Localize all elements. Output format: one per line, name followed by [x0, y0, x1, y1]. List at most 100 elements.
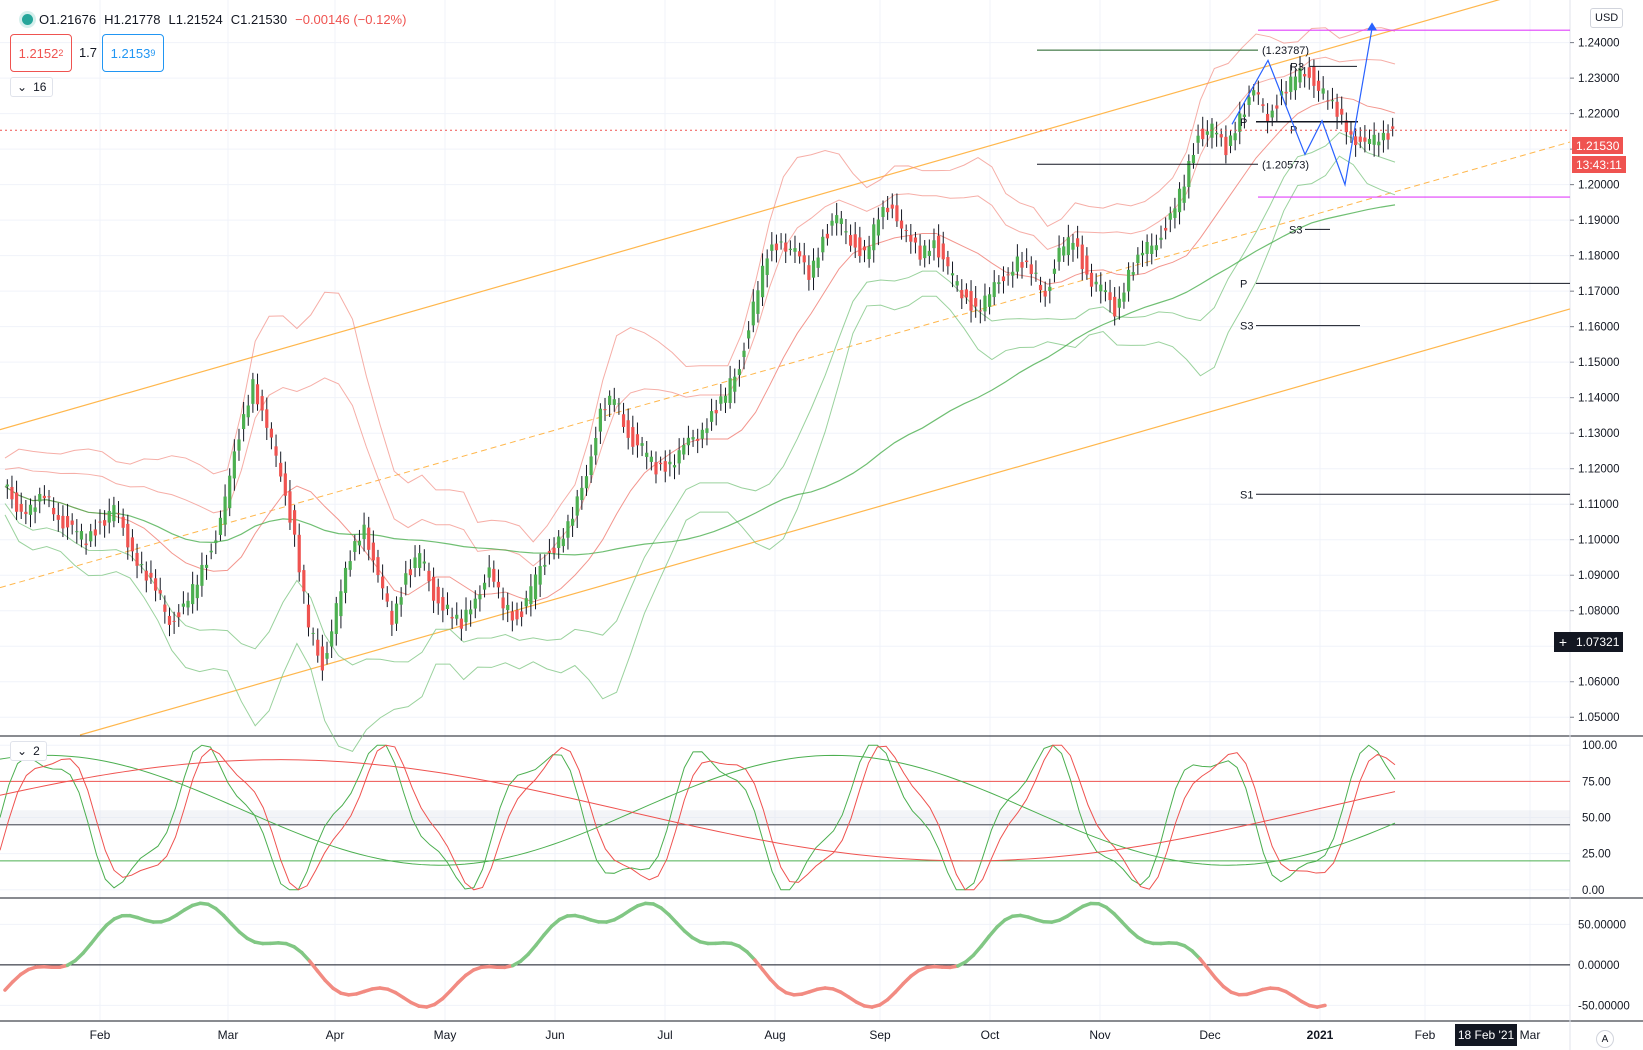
candle-body: [1164, 227, 1168, 231]
candle-body: [1196, 135, 1200, 143]
candle-body: [978, 310, 982, 312]
candle-body: [747, 330, 751, 339]
time-label: Sep: [869, 1028, 891, 1042]
candle-body: [598, 408, 602, 432]
time-label: Aug: [764, 1028, 785, 1042]
candle-body: [5, 484, 9, 487]
pane2-label: 2: [33, 744, 40, 758]
change-value: −0.00146 (−0.12%): [295, 11, 407, 27]
price-tick-label: 1.22000: [1578, 109, 1620, 121]
candle-body: [987, 294, 992, 307]
osc-segment: [1198, 957, 1210, 971]
high-value: H1.21778: [104, 11, 161, 27]
candle-body: [232, 451, 236, 479]
currency-button[interactable]: USD: [1590, 8, 1624, 28]
osc-segment: [81, 942, 93, 955]
candle-body: [1177, 188, 1182, 213]
time-label: Mar: [218, 1028, 239, 1042]
auto-scale-button[interactable]: A: [1596, 1030, 1614, 1048]
pane1-collapse-button[interactable]: ⌄ 16: [10, 77, 54, 97]
price-tick-label: 1.20000: [1578, 180, 1620, 192]
candle-body: [390, 610, 394, 625]
osc-segment: [518, 952, 531, 964]
candle-body: [927, 250, 931, 257]
candle-body: [1062, 246, 1066, 256]
osc-segment: [1112, 912, 1124, 924]
osc-segment: [11, 972, 23, 984]
osc-segment: [745, 950, 757, 962]
candle-body: [1224, 136, 1228, 156]
candle-body: [872, 224, 876, 251]
low-value: L1.21524: [168, 11, 223, 27]
stoch-band: [0, 810, 1570, 825]
candle-body: [343, 567, 348, 593]
pivot-low-label: (1.20573): [1262, 159, 1309, 171]
osc-segment: [73, 951, 85, 963]
candle-body: [1307, 67, 1311, 78]
candle-body: [130, 537, 135, 552]
osc-segment: [221, 913, 234, 926]
candle-body: [770, 244, 774, 251]
candle-body: [1006, 274, 1010, 276]
candle-body: [1367, 138, 1372, 144]
candle-body: [1020, 262, 1024, 268]
candle-body: [353, 541, 357, 552]
candle-body: [473, 598, 477, 609]
candle-body: [895, 205, 899, 222]
candle-body: [1205, 131, 1209, 135]
time-label: May: [434, 1028, 457, 1042]
candle-body: [821, 236, 825, 253]
candle-body: [38, 494, 42, 502]
candle-body: [705, 428, 709, 433]
candle-body: [1131, 272, 1135, 275]
candle-body: [510, 611, 514, 621]
pane2-collapse-button[interactable]: ⌄ 2: [10, 741, 47, 761]
candle-body: [515, 610, 519, 620]
candle-body: [28, 504, 33, 515]
candle-body: [1191, 155, 1196, 164]
ask-price: 1.2153: [110, 45, 151, 61]
osc-segment: [448, 980, 460, 993]
candle-body: [431, 576, 436, 601]
candle-body: [357, 540, 362, 546]
candle-body: [654, 462, 658, 475]
candle-body: [153, 578, 158, 591]
candle-body: [478, 594, 482, 600]
candle-body: [524, 598, 528, 607]
candle-body: [714, 409, 718, 414]
candle-body: [964, 289, 969, 298]
candle-body: [14, 492, 19, 512]
candle-body: [909, 235, 913, 242]
candle-body: [1108, 292, 1112, 301]
candle-body: [793, 248, 797, 252]
osc-segment: [456, 973, 468, 985]
candle-body: [269, 428, 274, 438]
candle-body: [589, 456, 593, 475]
candle-body: [1089, 272, 1094, 287]
candle-body: [760, 265, 765, 298]
sell-button[interactable]: 1.2152 2: [10, 34, 72, 72]
candle-body: [1080, 244, 1084, 270]
candle-body: [811, 260, 816, 278]
buy-button[interactable]: 1.2153 9: [102, 34, 164, 72]
candle-body: [1335, 101, 1339, 117]
candle-body: [320, 646, 324, 671]
candle-body: [557, 536, 561, 548]
candle-body: [492, 568, 496, 582]
candle-body: [946, 257, 950, 267]
candle-body: [455, 614, 459, 619]
candle-body: [1275, 105, 1279, 109]
osc-segment: [753, 958, 765, 972]
spread-value: 1.7: [78, 44, 98, 60]
candle-body: [107, 510, 111, 523]
candle-body: [163, 604, 167, 612]
candle-body: [1247, 97, 1251, 105]
plus-icon[interactable]: +: [1554, 632, 1572, 652]
candle-body: [774, 243, 779, 251]
candle-body: [279, 462, 283, 477]
candle-body: [723, 395, 728, 403]
candle-body: [1113, 296, 1117, 317]
candle-body: [913, 237, 918, 243]
price-tick-label: 1.17000: [1578, 286, 1620, 298]
